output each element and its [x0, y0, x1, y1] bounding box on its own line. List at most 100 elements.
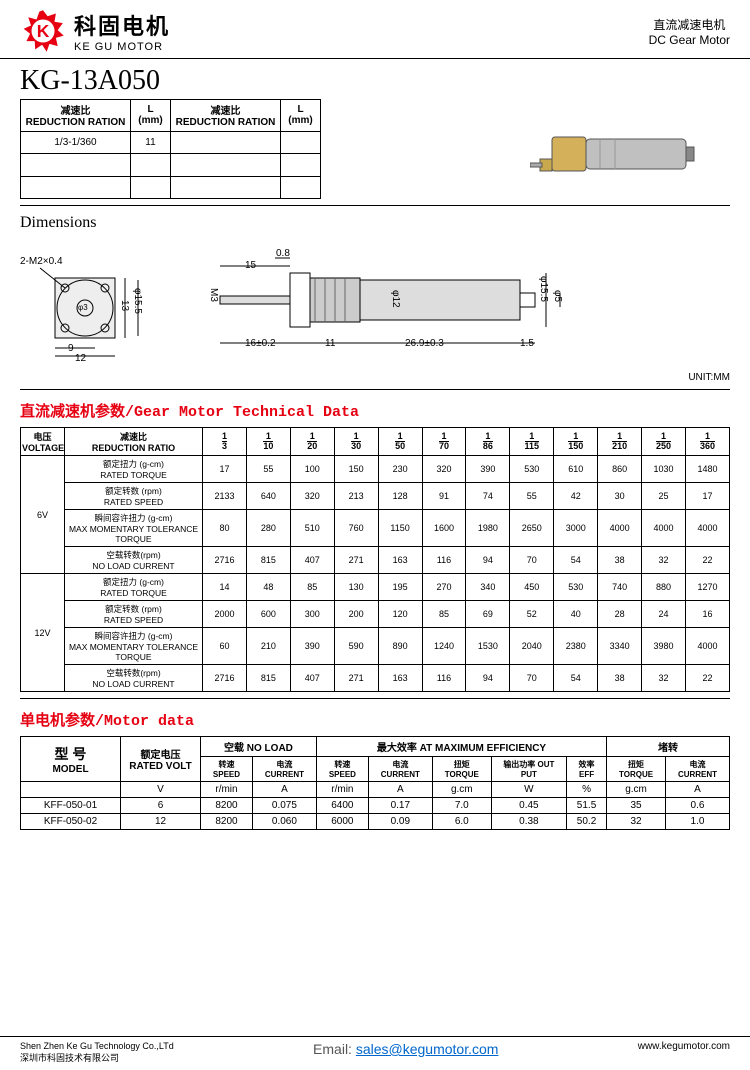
dimensions-drawings: 2-M2×0.4 φ3 9 12 13 φ15.5 0.8 15 M3 16±0… — [0, 234, 750, 372]
motor-cell: 0.075 — [252, 798, 316, 814]
techdata-row: 额定转数 (rpm)RATED SPEED2133640320213128917… — [21, 483, 730, 510]
data-cell: 640 — [246, 483, 290, 510]
dim-term: 1.5 — [520, 338, 534, 349]
brand-cn: 科固电机 — [74, 9, 170, 41]
data-cell: 150 — [334, 456, 378, 483]
ratio-col: 1115 — [510, 428, 554, 456]
data-cell: 91 — [422, 483, 466, 510]
row-label-cell: 瞬间容许扭力 (g-cm)MAX MOMENTARY TOLERANCE TOR… — [65, 510, 203, 547]
data-cell: 22 — [685, 547, 729, 574]
data-cell: 116 — [422, 665, 466, 692]
voltage-cell: 6V — [21, 456, 65, 574]
dim-unit: UNIT:MM — [0, 372, 750, 383]
data-cell: 195 — [378, 574, 422, 601]
data-cell: 55 — [246, 456, 290, 483]
motor-cell: 6.0 — [432, 814, 491, 830]
ratio-col: 1250 — [642, 428, 686, 456]
data-cell: 130 — [334, 574, 378, 601]
motor-photo — [530, 99, 730, 199]
techdata-row: 6V额定扭力 (g-cm)RATED TORQUE175510015023032… — [21, 456, 730, 483]
data-cell: 54 — [554, 665, 598, 692]
data-cell: 2040 — [510, 628, 554, 665]
row-label-cell: 空载转数(rpm)NO LOAD CURRENT — [65, 665, 203, 692]
ratio-col: 1150 — [554, 428, 598, 456]
data-cell: 48 — [246, 574, 290, 601]
techdata-title: 直流减速机参数/Gear Motor Technical Data — [0, 396, 750, 425]
techdata-row: 12V额定扭力 (g-cm)RATED TORQUE14488513019527… — [21, 574, 730, 601]
data-cell: 2716 — [203, 547, 247, 574]
data-cell: 25 — [642, 483, 686, 510]
dim-rear-d: φ5 — [552, 290, 563, 302]
data-cell: 2650 — [510, 510, 554, 547]
techdata-row: 额定转数 (rpm)RATED SPEED2000600300200120856… — [21, 601, 730, 628]
data-cell: 200 — [334, 601, 378, 628]
ratio-col: 13 — [203, 428, 247, 456]
data-cell: 1240 — [422, 628, 466, 665]
data-cell: 94 — [466, 547, 510, 574]
divider — [20, 205, 730, 206]
dim-d-inner: φ3 — [78, 303, 88, 312]
motor-cell: 6000 — [316, 814, 368, 830]
data-cell: 1530 — [466, 628, 510, 665]
motor-unit-row: V r/min A r/min A g.cm W % g.cm A — [21, 782, 730, 798]
data-cell: 32 — [642, 665, 686, 692]
dim-h: 13 — [119, 300, 130, 311]
email-link[interactable]: sales@kegumotor.com — [356, 1041, 499, 1057]
ratio-col: 186 — [466, 428, 510, 456]
ratio-row — [21, 154, 321, 176]
motor-row: KFF-050-021282000.06060000.096.00.3850.2… — [21, 814, 730, 830]
data-cell: 390 — [290, 628, 334, 665]
techdata-row: 空载转数(rpm)NO LOAD CURRENT2716815407271163… — [21, 547, 730, 574]
data-cell: 120 — [378, 601, 422, 628]
motor-cell: 0.17 — [368, 798, 432, 814]
data-cell: 407 — [290, 547, 334, 574]
dim-motor-l: 26.9±0.3 — [405, 338, 444, 349]
techdata-row: 瞬间容许扭力 (g-cm)MAX MOMENTARY TOLERANCE TOR… — [21, 510, 730, 547]
dim-face-view: 2-M2×0.4 φ3 9 12 13 φ15.5 — [20, 248, 160, 368]
row-label-cell: 额定扭力 (g-cm)RATED TORQUE — [65, 456, 203, 483]
dim-hole: 2-M2×0.4 — [20, 256, 63, 267]
brand-block: 科固电机 KE GU MOTOR — [74, 9, 170, 53]
motor-cell: KFF-050-01 — [21, 798, 121, 814]
row-label-cell: 额定扭力 (g-cm)RATED TORQUE — [65, 574, 203, 601]
data-cell: 1270 — [685, 574, 729, 601]
dimensions-title: Dimensions — [0, 212, 750, 234]
data-cell: 340 — [466, 574, 510, 601]
ratio-table: 减速比REDUCTION RATION L(mm) 减速比REDUCTION R… — [20, 99, 321, 199]
dim-w2: 12 — [75, 353, 86, 364]
data-cell: 590 — [334, 628, 378, 665]
data-cell: 815 — [246, 665, 290, 692]
data-cell: 100 — [290, 456, 334, 483]
motor-cell: 12 — [121, 814, 201, 830]
data-cell: 3980 — [642, 628, 686, 665]
motor-cell: 0.09 — [368, 814, 432, 830]
dim-gearbox: 11 — [325, 338, 335, 349]
ratio-hdr-1: L(mm) — [131, 100, 171, 132]
col-voltage: 电压VOLTAGE — [21, 428, 65, 456]
data-cell: 2716 — [203, 665, 247, 692]
techdata-header-row: 电压VOLTAGE 减速比REDUCTION RATIO 13 110 120 … — [21, 428, 730, 456]
subtitle-cn: 直流减速电机 — [649, 16, 730, 33]
data-cell: 54 — [554, 547, 598, 574]
row-label-cell: 空载转数(rpm)NO LOAD CURRENT — [65, 547, 203, 574]
ratio-hdr-2: 减速比REDUCTION RATION — [171, 100, 281, 132]
motor-cell: 0.6 — [665, 798, 729, 814]
data-cell: 1150 — [378, 510, 422, 547]
dim-shaft-d: M3 — [208, 288, 219, 302]
data-cell: 60 — [203, 628, 247, 665]
motor-cell: 1.0 — [665, 814, 729, 830]
data-cell: 300 — [290, 601, 334, 628]
motor-cell: 8200 — [201, 798, 253, 814]
motordata-table: 型 号MODEL 额定电压RATED VOLT 空载 NO LOAD 最大效率 … — [20, 736, 730, 830]
ratio-col: 110 — [246, 428, 290, 456]
techdata-table: 电压VOLTAGE 减速比REDUCTION RATIO 13 110 120 … — [20, 427, 730, 692]
data-cell: 320 — [290, 483, 334, 510]
dim-flat: 0.8 — [276, 248, 290, 259]
data-cell: 1600 — [422, 510, 466, 547]
data-cell: 74 — [466, 483, 510, 510]
row-label-cell: 额定转数 (rpm)RATED SPEED — [65, 483, 203, 510]
data-cell: 22 — [685, 665, 729, 692]
data-cell: 14 — [203, 574, 247, 601]
data-cell: 80 — [203, 510, 247, 547]
data-cell: 3340 — [598, 628, 642, 665]
